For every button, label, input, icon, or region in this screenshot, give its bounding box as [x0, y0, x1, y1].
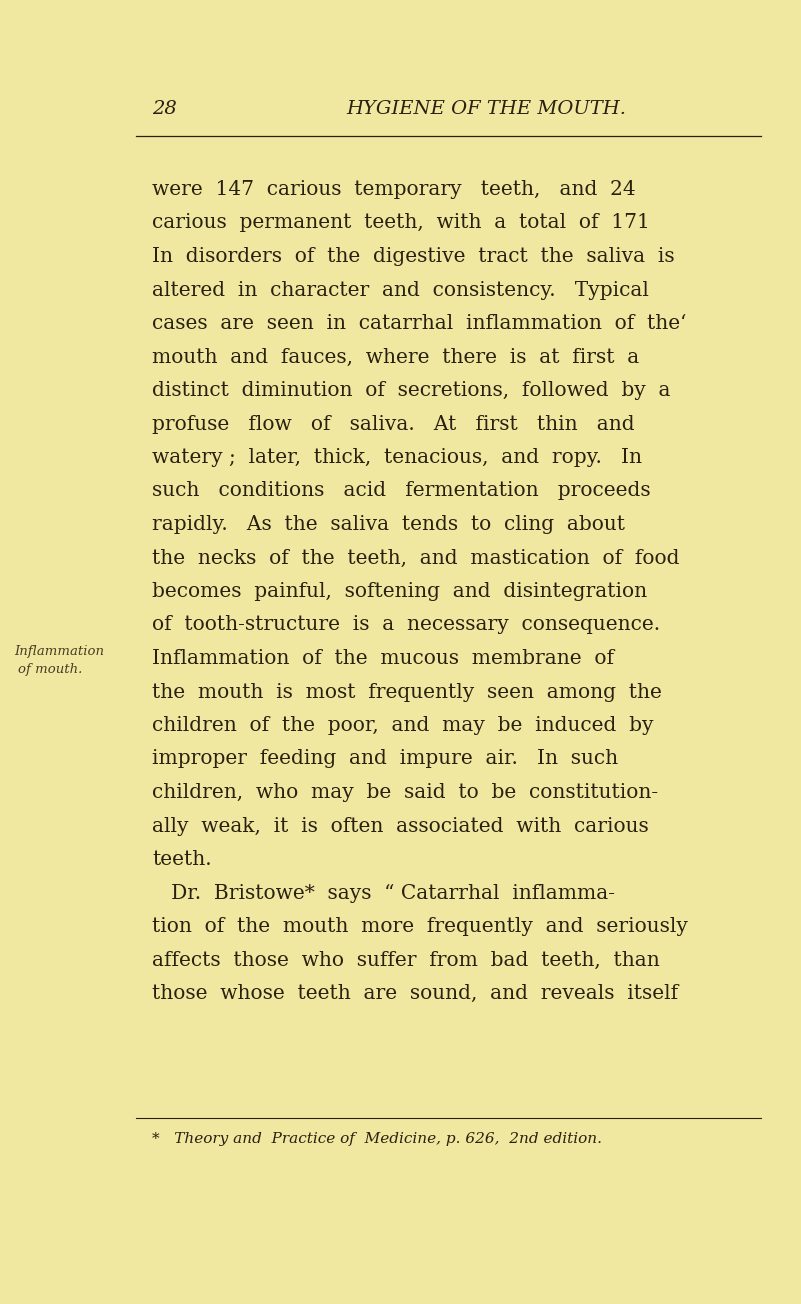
Text: altered  in  character  and  consistency.   Typical: altered in character and consistency. Ty…	[152, 280, 649, 300]
Text: mouth  and  fauces,  where  there  is  at  first  a: mouth and fauces, where there is at firs…	[152, 347, 639, 366]
Text: cases  are  seen  in  catarrhal  inflammation  of  the‘: cases are seen in catarrhal inflammation…	[152, 314, 686, 333]
Text: of mouth.: of mouth.	[18, 662, 83, 675]
Text: In  disorders  of  the  digestive  tract  the  saliva  is: In disorders of the digestive tract the …	[152, 246, 674, 266]
Text: improper  feeding  and  impure  air.   In  such: improper feeding and impure air. In such	[152, 750, 618, 768]
Text: teeth.: teeth.	[152, 850, 211, 868]
Text: becomes  painful,  softening  and  disintegration: becomes painful, softening and disintegr…	[152, 582, 647, 601]
Text: Dr.  Bristowe*  says  “ Catarrhal  inflamma-: Dr. Bristowe* says “ Catarrhal inflamma-	[152, 884, 615, 902]
Text: watery ;  later,  thick,  tenacious,  and  ropy.   In: watery ; later, thick, tenacious, and ro…	[152, 449, 642, 467]
Text: were  147  carious  temporary   teeth,   and  24: were 147 carious temporary teeth, and 24	[152, 180, 636, 200]
Text: children  of  the  poor,  and  may  be  induced  by: children of the poor, and may be induced…	[152, 716, 654, 735]
Text: tion  of  the  mouth  more  frequently  and  seriously: tion of the mouth more frequently and se…	[152, 917, 688, 936]
Text: those  whose  teeth  are  sound,  and  reveals  itself: those whose teeth are sound, and reveals…	[152, 985, 678, 1003]
Text: affects  those  who  suffer  from  bad  teeth,  than: affects those who suffer from bad teeth,…	[152, 951, 660, 969]
Text: rapidly.   As  the  saliva  tends  to  cling  about: rapidly. As the saliva tends to cling ab…	[152, 515, 626, 535]
Text: Inflammation: Inflammation	[14, 645, 104, 659]
Text: ally  weak,  it  is  often  associated  with  carious: ally weak, it is often associated with c…	[152, 816, 649, 836]
Text: profuse   flow   of   saliva.   At   first   thin   and: profuse flow of saliva. At first thin an…	[152, 415, 635, 433]
Text: such   conditions   acid   fermentation   proceeds: such conditions acid fermentation procee…	[152, 481, 651, 501]
Text: 28: 28	[152, 100, 177, 117]
Text: distinct  diminution  of  secretions,  followed  by  a: distinct diminution of secretions, follo…	[152, 381, 670, 400]
Text: carious  permanent  teeth,  with  a  total  of  171: carious permanent teeth, with a total of…	[152, 214, 650, 232]
Text: HYGIENE OF THE MOUTH.: HYGIENE OF THE MOUTH.	[347, 100, 626, 117]
Text: of  tooth-structure  is  a  necessary  consequence.: of tooth-structure is a necessary conseq…	[152, 615, 660, 635]
Text: children,  who  may  be  said  to  be  constitution-: children, who may be said to be constitu…	[152, 782, 658, 802]
Text: the  mouth  is  most  frequently  seen  among  the: the mouth is most frequently seen among …	[152, 682, 662, 702]
Text: the  necks  of  the  teeth,  and  mastication  of  food: the necks of the teeth, and mastication …	[152, 549, 680, 567]
Text: *   Theory and  Practice of  Medicine, p. 626,  2nd edition.: * Theory and Practice of Medicine, p. 62…	[152, 1132, 602, 1146]
Text: Inflammation  of  the  mucous  membrane  of: Inflammation of the mucous membrane of	[152, 649, 614, 668]
